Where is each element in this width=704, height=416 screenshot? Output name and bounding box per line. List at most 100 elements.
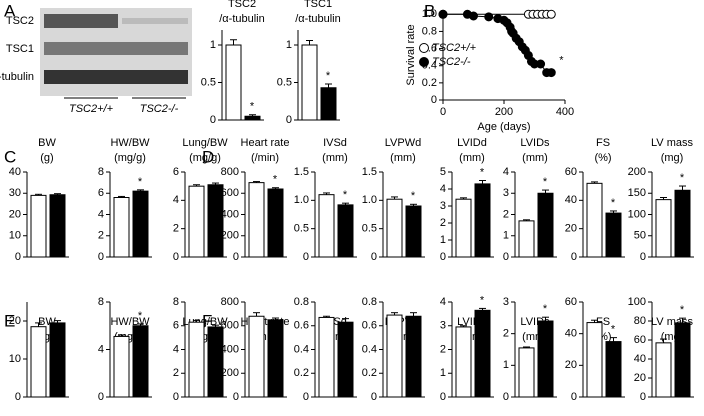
blot-group-label: TSC2+/+ [69, 103, 114, 115]
y-tick-label: 0.6 [362, 320, 377, 332]
y-tick-label: 1 [440, 234, 446, 246]
y-tick-label: 40 [565, 194, 577, 206]
chart-title: /α-tubulin [295, 13, 341, 25]
chart-title: HW/BW [110, 137, 150, 149]
y-tick-label: 60 [565, 296, 577, 308]
y-tick-label: 100 [628, 208, 646, 220]
bar [474, 309, 491, 398]
bar [248, 315, 265, 398]
annotation: * [543, 176, 548, 188]
bar [113, 197, 130, 258]
y-tick-label: 60 [634, 334, 646, 346]
y-tick-label: 0 [431, 94, 437, 106]
chart-title: (g) [40, 152, 53, 164]
y-tick-label: 0 [503, 251, 509, 263]
y-tick-label: 200 [221, 230, 239, 242]
y-tick-label: 0 [303, 391, 309, 403]
bar [586, 322, 603, 398]
y-tick-label: 40 [9, 166, 21, 178]
chart-title: FS [596, 137, 610, 149]
marker [546, 9, 556, 19]
y-tick-label: 0.2 [422, 77, 437, 89]
marker [536, 59, 546, 69]
y-tick-label: 1 [286, 39, 292, 51]
y-tick-label: 0 [98, 251, 104, 263]
blot-row-label: TSC2 [6, 15, 34, 27]
y-tick-label: 0 [303, 251, 309, 263]
bar [405, 205, 422, 258]
legend-marker [419, 57, 429, 67]
y-tick-label: 0.8 [294, 296, 309, 308]
y-tick-label: 0 [371, 251, 377, 263]
y-tick-label: 400 [221, 208, 239, 220]
chart-title: LV mass [651, 137, 693, 149]
bar [674, 189, 691, 258]
y-tick-label: 0.5 [201, 76, 216, 88]
chart-title: Heart rate [241, 137, 290, 149]
y-tick-label: 40 [565, 328, 577, 340]
annotation: * [250, 101, 255, 113]
y-tick-label: 2 [440, 343, 446, 355]
bar [518, 220, 535, 258]
chart-title: (%) [594, 152, 611, 164]
bar [318, 316, 335, 398]
bar [320, 87, 337, 121]
y-tick-label: 0.4 [294, 343, 309, 355]
bar [386, 314, 403, 398]
bar [113, 335, 130, 398]
blot-row-label: TSC1 [6, 43, 34, 55]
bar [386, 198, 403, 258]
bar [207, 326, 224, 398]
y-tick-label: 0.5 [277, 76, 292, 88]
y-tick-label: 0 [233, 391, 239, 403]
y-tick-label: 0 [233, 251, 239, 263]
bar [132, 325, 149, 398]
chart-title: (/min) [251, 152, 279, 164]
annotation: * [611, 197, 616, 209]
y-tick-label: 0 [98, 391, 104, 403]
y-tick-label: 100 [628, 296, 646, 308]
panel-label: F [202, 311, 212, 330]
y-tick-label: 2 [440, 217, 446, 229]
y-tick-label: 30 [9, 187, 21, 199]
chart-title: LVIDd [457, 137, 487, 149]
y-tick-label: 6 [173, 166, 179, 178]
chart-title: (mg/g) [114, 152, 146, 164]
y-tick-label: 1 [210, 39, 216, 51]
y-tick-label: 40 [634, 353, 646, 365]
y-tick-label: 600 [221, 187, 239, 199]
bar [586, 182, 603, 258]
panel-label: A [4, 1, 16, 20]
chart-title: IVSd [323, 137, 347, 149]
y-tick-label: 0 [286, 114, 292, 126]
annotation: * [138, 310, 143, 322]
y-tick-label: 0.5 [362, 223, 377, 235]
bar [132, 190, 149, 258]
bar [405, 315, 422, 398]
y-tick-label: 600 [221, 320, 239, 332]
y-tick-label: 2 [98, 230, 104, 242]
y-tick-label: 2 [503, 208, 509, 220]
annotation: * [326, 70, 331, 82]
y-tick-label: 4 [173, 343, 179, 355]
y-tick-label: 0 [173, 251, 179, 263]
bar [518, 347, 535, 398]
y-tick-label: 2 [173, 223, 179, 235]
y-tick-label: 800 [221, 296, 239, 308]
y-tick-label: 20 [565, 223, 577, 235]
y-tick-label: 4 [98, 343, 104, 355]
bar [49, 194, 66, 258]
bar [30, 326, 47, 398]
y-tick-label: 6 [98, 187, 104, 199]
y-tick-label: 0 [210, 114, 216, 126]
y-tick-label: 0 [571, 251, 577, 263]
y-tick-label: 20 [9, 315, 21, 327]
y-tick-label: 3 [440, 200, 446, 212]
y-tick-label: 0.5 [294, 223, 309, 235]
y-tick-label: 0.4 [362, 343, 377, 355]
y-tick-label: 4 [440, 183, 446, 195]
bar [49, 322, 66, 398]
y-tick-label: 20 [634, 372, 646, 384]
y-tick-label: 20 [9, 208, 21, 220]
y-tick-label: 8 [173, 296, 179, 308]
